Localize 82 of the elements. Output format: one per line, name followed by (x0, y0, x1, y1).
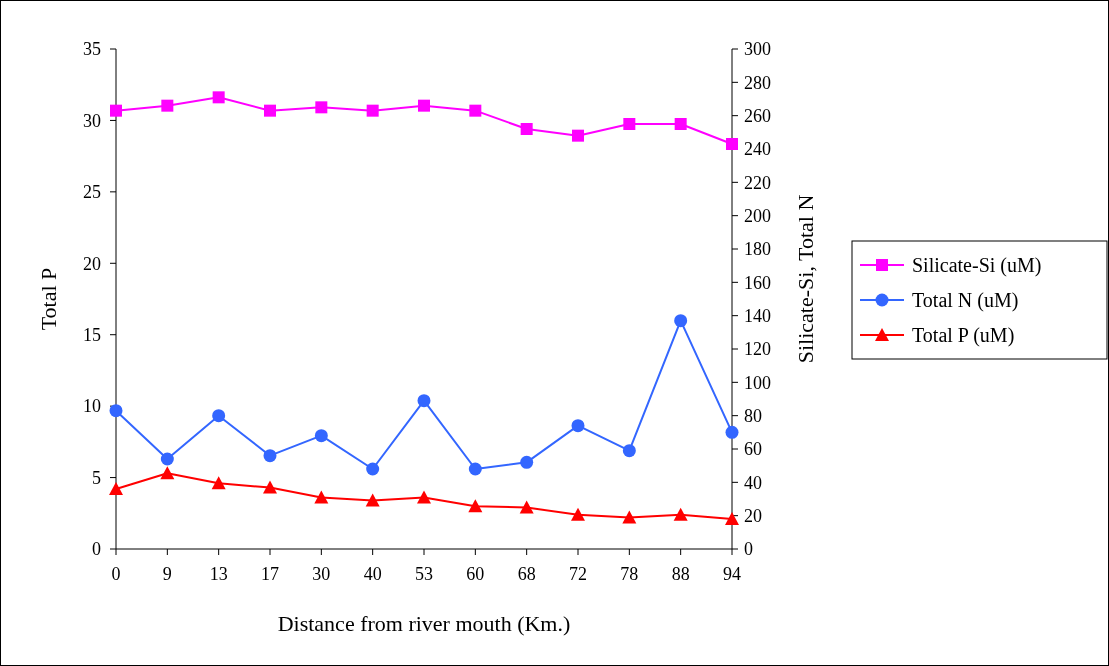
point (725, 425, 739, 439)
point (109, 404, 123, 418)
y2-tick-label: 240 (744, 139, 771, 160)
point (160, 452, 174, 466)
legend-label: Total P (uM) (912, 324, 1015, 347)
point (520, 123, 533, 135)
x-tick-label: 60 (466, 564, 485, 584)
y2-tick-label: 120 (744, 339, 771, 360)
point (110, 104, 122, 117)
y-tick-label: 15 (83, 325, 101, 346)
y-tick-label: 10 (83, 396, 101, 417)
point (726, 138, 738, 150)
point (571, 419, 585, 433)
point (674, 314, 688, 328)
y2-tick-label: 160 (744, 272, 771, 293)
point (366, 462, 380, 476)
legend-label: Silicate-Si (uM) (912, 254, 1042, 277)
point (264, 104, 276, 117)
y2-tick-label: 200 (744, 205, 771, 226)
point (519, 500, 534, 514)
point (623, 118, 636, 130)
point (725, 512, 739, 525)
x-tick-label: 17 (261, 564, 279, 584)
y-tick-label: 25 (83, 182, 101, 203)
point (468, 499, 483, 513)
point (520, 455, 534, 469)
point (469, 104, 482, 117)
point (314, 490, 329, 504)
point (211, 476, 226, 490)
y2-tick-label: 100 (744, 372, 771, 393)
y-tick-label: 0 (92, 539, 101, 560)
point (673, 507, 688, 521)
y-axis-title: Total P (36, 267, 61, 331)
point (109, 482, 123, 495)
x-tick-label: 30 (312, 564, 331, 584)
point (212, 91, 225, 104)
point (417, 490, 431, 504)
x-tick-label: 9 (162, 564, 172, 584)
y2-tick-label: 0 (744, 539, 753, 560)
x-tick-label: 13 (209, 564, 228, 584)
y2-tick-label: 40 (744, 472, 762, 493)
y2-tick-label: 20 (744, 505, 762, 526)
point (366, 104, 379, 117)
point (161, 99, 174, 112)
point (622, 444, 636, 458)
point (572, 129, 584, 142)
y-tick-label: 30 (83, 110, 101, 131)
point (314, 429, 328, 443)
point (365, 493, 380, 507)
y2-axis-title: Silicate-Si, Total N (793, 194, 818, 364)
x-tick-label: 40 (363, 564, 382, 584)
y2-tick-label: 220 (744, 172, 771, 193)
x-axis-title: Distance from river mouth (Km.) (277, 611, 571, 636)
x-tick-label: 78 (620, 564, 639, 584)
y2-tick-label: 300 (744, 39, 771, 60)
y2-tick-label: 260 (744, 105, 771, 126)
y2-tick-label: 60 (744, 439, 762, 460)
point (263, 449, 277, 463)
point (315, 101, 328, 114)
point (674, 118, 687, 130)
y-tick-label: 20 (83, 253, 101, 274)
point (571, 507, 585, 521)
point (417, 394, 431, 408)
x-tick-label: 94 (723, 564, 741, 584)
x-tick-label: 0 (111, 564, 121, 584)
point (263, 480, 277, 494)
y2-tick-label: 80 (744, 405, 762, 426)
x-tick-label: 72 (569, 564, 587, 584)
y2-tick-label: 140 (744, 305, 771, 326)
y-tick-label: 35 (83, 39, 101, 60)
x-tick-label: 53 (415, 564, 433, 584)
point (622, 510, 637, 524)
point (212, 409, 226, 423)
x-tick-label: 68 (517, 564, 536, 584)
legend-label: Total N (uM) (912, 289, 1019, 312)
point (418, 99, 430, 112)
point (468, 462, 482, 476)
y2-tick-label: 280 (744, 72, 771, 93)
x-tick-label: 88 (671, 564, 690, 584)
point (160, 466, 175, 480)
y2-tick-label: 180 (744, 239, 771, 260)
y-tick-label: 5 (92, 467, 101, 488)
